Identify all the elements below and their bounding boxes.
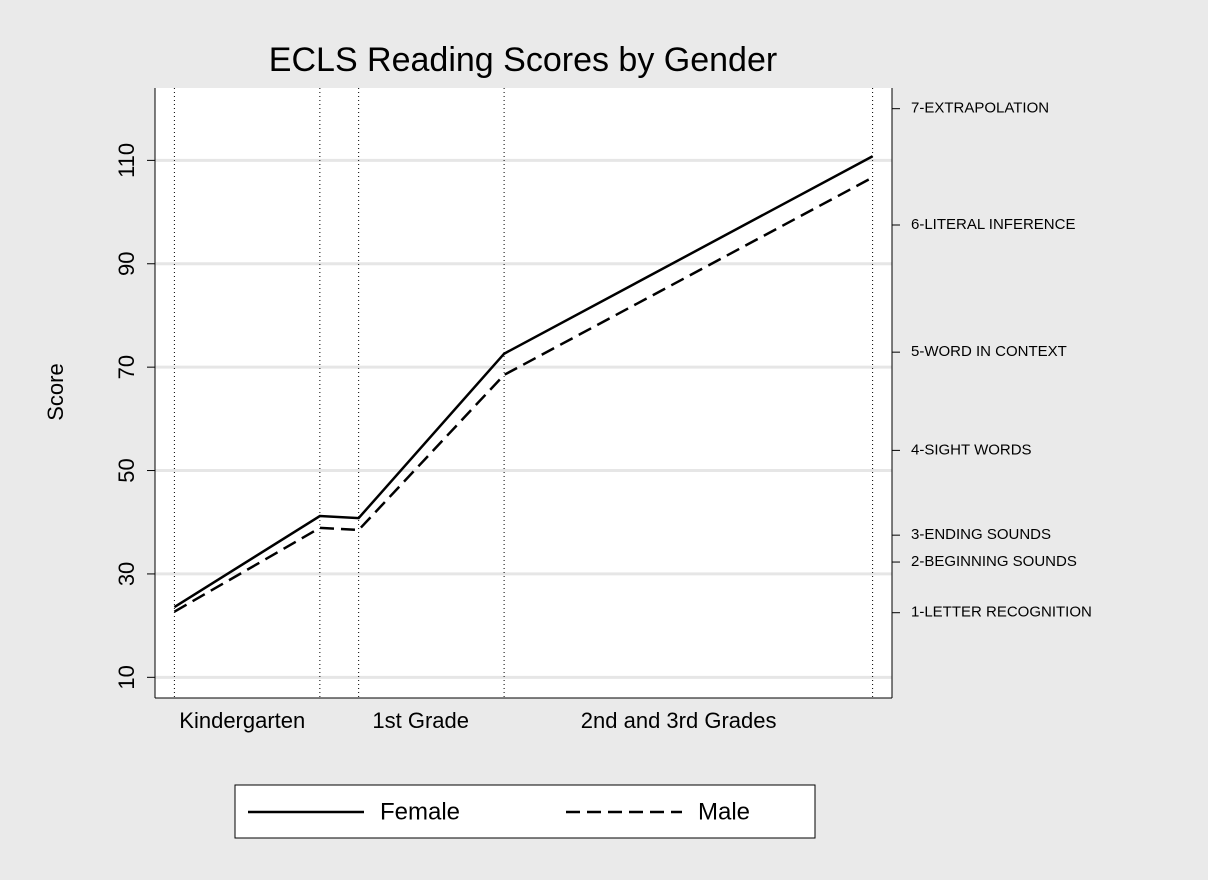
y-tick-label: 110 xyxy=(114,143,139,178)
x-tick-label: 1st Grade xyxy=(372,708,469,733)
y-tick-label: 90 xyxy=(114,252,139,276)
plot-area xyxy=(155,88,892,698)
series-line xyxy=(173,155,874,609)
y2-tick-label: 1-LETTER RECOGNITION xyxy=(911,604,1092,621)
y-tick-label: 70 xyxy=(114,355,139,379)
chart-title: ECLS Reading Scores by Gender xyxy=(269,41,777,79)
x-tick-label: 2nd and 3rd Grades xyxy=(581,708,777,733)
y2-tick-label: 4-SIGHT WORDS xyxy=(911,441,1032,458)
y-tick-label: 10 xyxy=(114,665,139,689)
y-axis-label: Score xyxy=(43,363,68,420)
y2-tick-label: 3-ENDING SOUNDS xyxy=(911,526,1051,543)
legend-label: Female xyxy=(380,798,460,825)
y-tick-label: 30 xyxy=(114,562,139,586)
x-tick-label: Kindergarten xyxy=(179,708,305,733)
y2-tick-label: 2-BEGINNING SOUNDS xyxy=(911,553,1077,570)
series-line xyxy=(173,176,874,613)
y2-tick-label: 6-LITERAL INFERENCE xyxy=(911,216,1075,233)
y2-tick-label: 7-EXTRAPOLATION xyxy=(911,100,1049,117)
y2-tick-label: 5-WORD IN CONTEXT xyxy=(911,343,1067,360)
y-tick-label: 50 xyxy=(114,458,139,482)
legend-label: Male xyxy=(698,798,750,825)
